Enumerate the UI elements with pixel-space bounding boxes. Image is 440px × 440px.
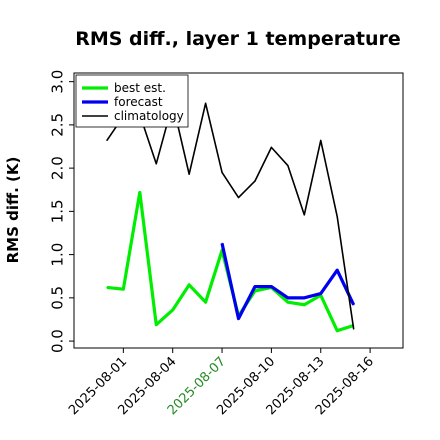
y-tick-label: 3.0 (49, 70, 67, 94)
data-point-climatology (303, 214, 305, 216)
data-point-forecast (221, 242, 223, 244)
series-line-best-est (106, 190, 355, 333)
data-point-climatology (205, 102, 207, 104)
plot-area: 0.00.51.01.52.02.53.02025-08-012025-08-0… (49, 70, 404, 418)
plot-frame (73, 72, 404, 349)
data-point-climatology (336, 215, 338, 218)
data-point-best-est (106, 286, 108, 289)
data-point-climatology (287, 164, 289, 167)
y-tick-label: 0.0 (49, 329, 67, 353)
data-point-climatology (188, 173, 190, 175)
data-point-climatology (155, 163, 157, 165)
data-point-best-est (205, 301, 207, 303)
data-point-climatology (237, 196, 240, 199)
data-point-best-est (303, 304, 305, 306)
data-point-forecast (270, 286, 272, 288)
data-point-climatology (320, 139, 322, 142)
data-point-forecast (303, 297, 305, 299)
data-point-climatology (106, 139, 108, 142)
data-point-best-est (122, 288, 124, 290)
chart-title: RMS diff., layer 1 temperature (75, 28, 401, 50)
data-point-best-est (139, 191, 141, 193)
y-tick-label: 2.5 (49, 113, 67, 137)
data-point-climatology (353, 328, 355, 330)
data-point-best-est (155, 324, 157, 326)
y-tick-label: 0.5 (49, 286, 67, 310)
series-line-forecast (220, 243, 356, 321)
series-line-climatology (106, 102, 355, 330)
legend-label-forecast: forecast (114, 95, 163, 109)
legend-label-best-est: best est. (114, 81, 166, 95)
data-point-forecast (320, 292, 322, 295)
data-point-best-est (172, 309, 174, 311)
data-point-climatology (254, 180, 256, 182)
y-axis-label: RMS diff. (K) (4, 157, 22, 264)
data-point-climatology (270, 146, 272, 148)
y-tick-label: 1.0 (49, 243, 67, 267)
data-point-forecast (237, 317, 240, 320)
data-point-climatology (221, 171, 223, 174)
data-point-best-est (287, 301, 289, 303)
data-point-best-est (336, 330, 338, 332)
y-tick-label: 2.0 (49, 156, 67, 180)
data-point-forecast (254, 286, 256, 288)
y-tick-label: 1.5 (49, 199, 67, 223)
legend-label-climatology: climatology (114, 109, 184, 123)
data-point-forecast (353, 304, 355, 306)
data-point-best-est (188, 284, 190, 286)
data-point-forecast (287, 297, 289, 299)
data-point-forecast (336, 269, 338, 271)
